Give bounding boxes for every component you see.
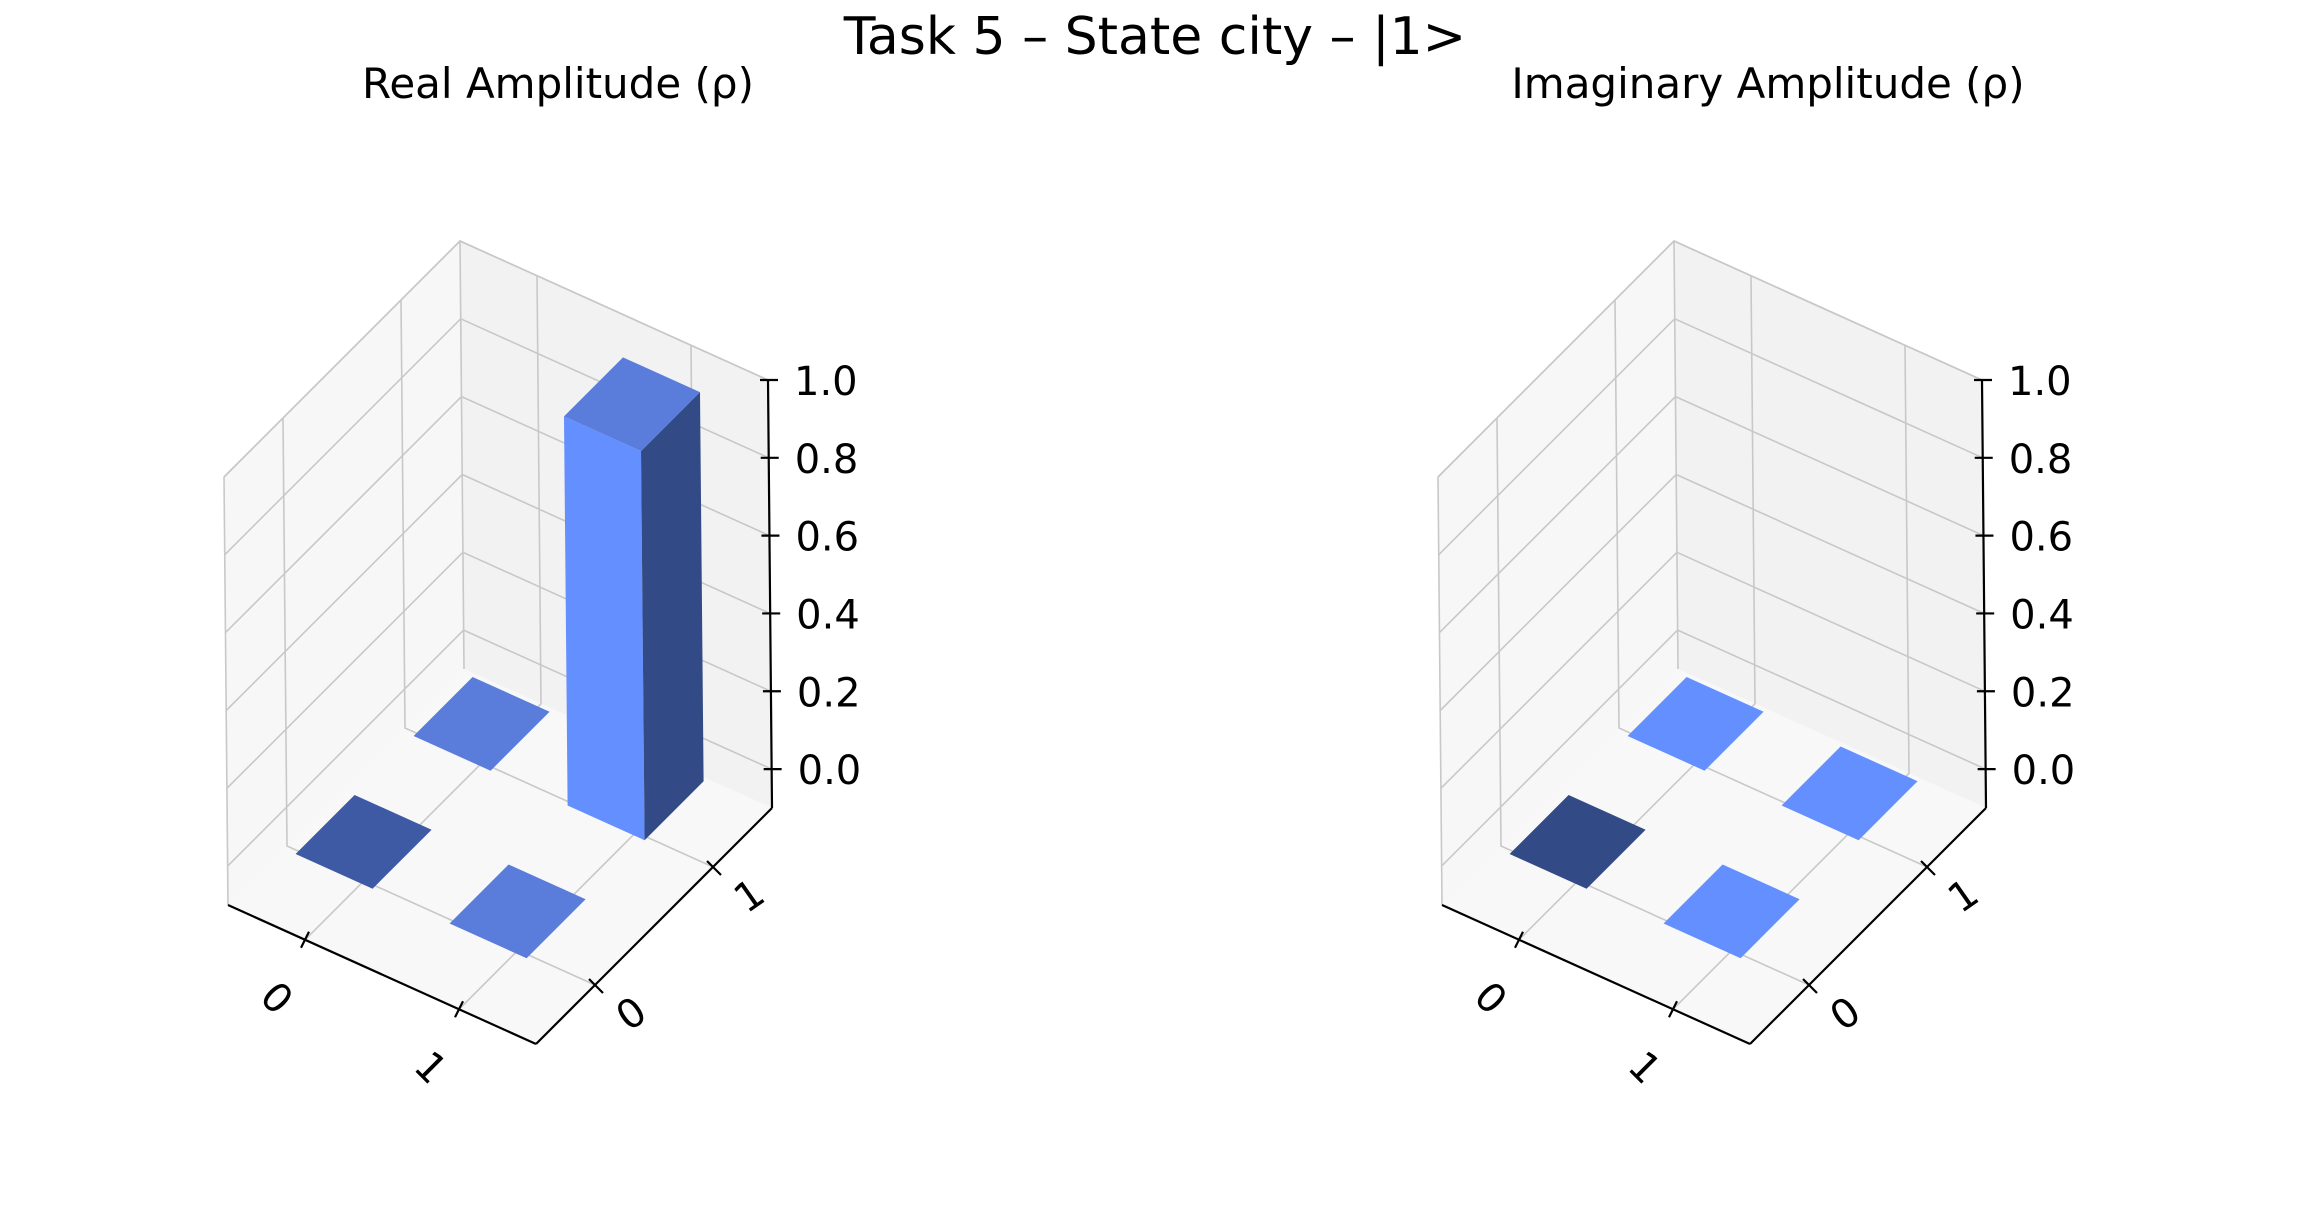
col-axis-line: [535, 807, 773, 1045]
row-tick-1: [1668, 1000, 1678, 1018]
z-tick-label-1: 0.2: [2011, 670, 2075, 716]
z-tick-label-0: 0.0: [2012, 748, 2076, 794]
z-tick-label-1: 0.2: [797, 670, 861, 716]
bar-r1-c1-top: [564, 357, 700, 452]
z-tick-label-2: 0.4: [2010, 592, 2074, 638]
col-tick-0: [1802, 978, 1818, 994]
row-tick-label-0: 0: [1465, 973, 1516, 1024]
row-axis-line: [1441, 903, 1751, 1046]
col-tick-label-0: 0: [1822, 988, 1869, 1040]
row-tick-label-0: 0: [251, 973, 302, 1024]
back-corner-edge: [459, 240, 465, 670]
col-tick-1: [1920, 860, 1936, 876]
z-tick-label-4: 0.8: [2009, 437, 2073, 483]
z-axis-line: [766, 379, 774, 809]
real-bars: [295, 357, 704, 959]
figure-title: Task 5 – State city – |1>: [843, 7, 1467, 67]
z-tick-label-5: 1.0: [2008, 359, 2072, 405]
bar-r1-c1-top: [1781, 746, 1918, 841]
bar-r0-c0-top: [1509, 795, 1646, 889]
left-corner-edge: [1437, 476, 1443, 906]
imaginary-amplitude-title: Imaginary Amplitude (ρ): [1511, 59, 2024, 108]
left-pane: [1438, 241, 1678, 905]
real-axes: [227, 378, 782, 1046]
col-axis-line: [1749, 807, 1987, 1045]
imag-axes: [1441, 378, 1996, 1046]
z-tick-label-0: 0.0: [798, 748, 862, 794]
real-amplitude-title: Real Amplitude (ρ): [362, 59, 754, 108]
col-tick-1: [706, 860, 722, 876]
z-tick-label-5: 1.0: [794, 359, 858, 405]
bar-r0-c0-top: [295, 795, 432, 889]
row-tick-0: [300, 931, 310, 949]
bar-r1-c0-top: [449, 864, 586, 959]
back-corner-edge: [1673, 240, 1679, 670]
bar-r0-c1-top: [1627, 677, 1764, 771]
real-tick-labels: 0.0 0.2 0.4 0.6 0.8 1.0 0 1 0 1: [251, 359, 861, 1093]
col-tick-label-1: 1: [1940, 870, 1987, 922]
z-axis-line: [1980, 379, 1988, 809]
bar-r1-c1-front: [564, 416, 645, 841]
imaginary-amplitude-panel: Imaginary Amplitude (ρ) 0.0 0.2 0.4 0.6 0.8 1…: [1437, 59, 2076, 1094]
row-tick-0: [1514, 931, 1524, 949]
left-corner-edge: [223, 476, 229, 906]
row-axis-line: [227, 903, 537, 1046]
row-tick-label-1: 1: [405, 1043, 456, 1094]
z-tick-label-2: 0.4: [796, 592, 860, 638]
bar-r0-c1-top: [413, 677, 550, 771]
row-tick-1: [454, 1000, 464, 1018]
col-tick-label-1: 1: [726, 870, 773, 922]
left-pane: [224, 241, 464, 905]
bar-r1-c1-side: [641, 392, 704, 841]
real-amplitude-panel: Real Amplitude (ρ) 0.00.20.40.60.81.0010…: [223, 59, 861, 1093]
z-tick-label-3: 0.6: [795, 515, 859, 561]
col-tick-label-0: 0: [608, 988, 655, 1040]
z-tick-label-4: 0.8: [795, 437, 859, 483]
row-tick-label-1: 1: [1619, 1043, 1670, 1094]
bar-r1-c0-top: [1663, 864, 1800, 959]
col-tick-0: [588, 978, 604, 994]
z-tick-label-3: 0.6: [2009, 515, 2073, 561]
imag-bars: [1509, 677, 1918, 959]
